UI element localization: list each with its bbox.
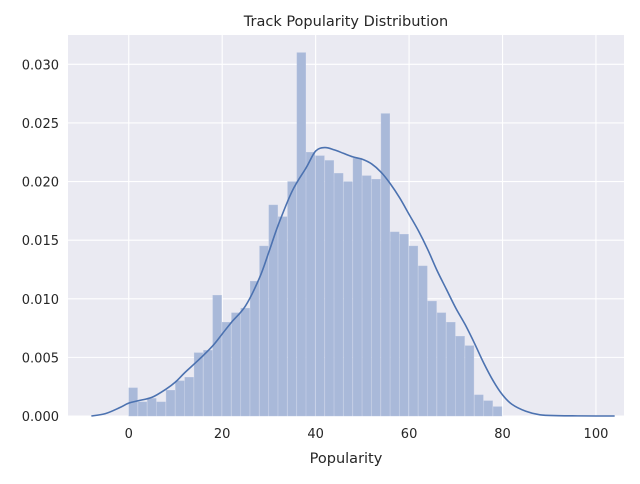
histogram-bar	[399, 234, 409, 417]
histogram-bar	[137, 401, 148, 417]
histogram-bar	[315, 155, 325, 417]
histogram-bar	[287, 181, 297, 417]
histogram-bar	[278, 216, 288, 417]
histogram-bar	[380, 113, 390, 417]
histogram-bar	[343, 181, 353, 417]
histogram-bar	[147, 398, 157, 417]
histogram-bar	[474, 394, 484, 417]
histogram-bar	[334, 173, 344, 417]
histogram-bar	[165, 390, 176, 417]
y-tick-labels: 0.000 0.005 0.010 0.015 0.020 0.025 0.030	[22, 58, 59, 425]
histogram-bar	[371, 178, 381, 417]
histogram-bar	[250, 280, 260, 417]
y-tick-label: 0.015	[22, 234, 59, 249]
histogram-bar	[418, 265, 428, 417]
histogram-bar	[408, 245, 419, 417]
histogram-bar	[184, 377, 194, 417]
histogram-bar	[464, 345, 475, 417]
x-tick-label: 0	[125, 427, 133, 442]
histogram-bar	[427, 300, 437, 417]
y-tick-label: 0.010	[22, 293, 59, 308]
histogram-bars	[128, 52, 503, 417]
histogram-bar	[306, 152, 316, 417]
histogram-bar	[352, 157, 362, 417]
histogram-bar	[268, 204, 278, 417]
x-axis-label: Popularity	[310, 451, 383, 467]
chart-title: Track Popularity Distribution	[243, 14, 448, 30]
histogram-bar	[436, 312, 447, 417]
histogram-bar	[203, 350, 213, 417]
histogram-bar	[446, 322, 456, 417]
histogram-bar	[483, 400, 493, 417]
y-tick-label: 0.000	[22, 410, 59, 425]
x-tick-label: 20	[214, 427, 231, 442]
histogram-bar	[390, 231, 400, 417]
histogram-bar	[259, 245, 269, 417]
histogram-bar	[455, 336, 465, 417]
x-tick-label: 80	[494, 427, 511, 442]
histogram-bar	[362, 175, 372, 417]
histogram-bar	[156, 401, 166, 417]
x-tick-label: 40	[307, 427, 324, 442]
y-tick-label: 0.020	[22, 176, 59, 191]
histogram-bar	[212, 295, 222, 417]
histogram-bar	[492, 406, 503, 417]
kde-curve	[91, 146, 615, 417]
y-tick-label: 0.025	[22, 117, 59, 132]
histogram-bar	[221, 322, 232, 417]
x-tick-labels: 0 20 40 60 80 100	[125, 427, 609, 442]
x-tick-label: 100	[584, 427, 609, 442]
histogram-bar	[175, 380, 185, 417]
y-tick-label: 0.005	[22, 351, 59, 366]
histogram-bar	[193, 352, 204, 417]
histogram-bar	[296, 52, 306, 417]
x-tick-label: 60	[401, 427, 418, 442]
y-tick-label: 0.030	[22, 58, 59, 73]
histogram-bar	[231, 312, 241, 417]
histogram-bar	[240, 307, 250, 417]
histogram-bar	[324, 160, 334, 417]
